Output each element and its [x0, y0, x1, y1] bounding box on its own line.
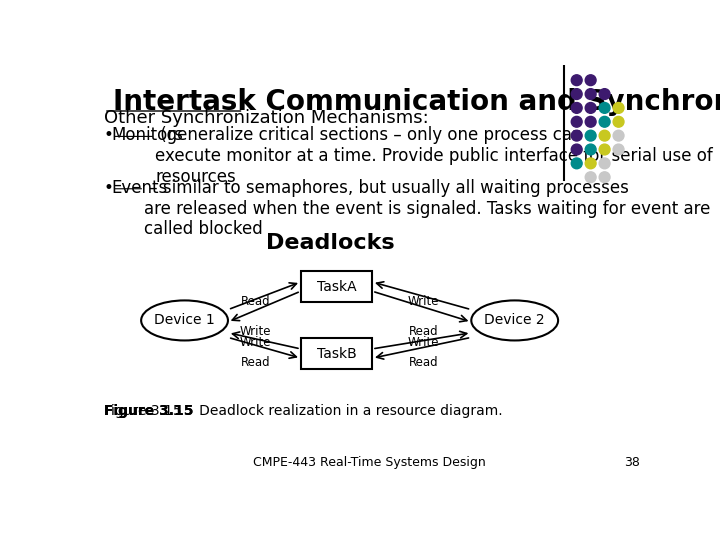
Text: Events: Events [112, 179, 168, 197]
Text: Monitors: Monitors [112, 126, 184, 144]
Text: Deadlocks: Deadlocks [266, 233, 395, 253]
Circle shape [585, 89, 596, 99]
Text: Write: Write [408, 295, 439, 308]
Circle shape [613, 144, 624, 155]
Circle shape [571, 144, 582, 155]
Text: Read: Read [408, 325, 438, 338]
Text: •: • [104, 179, 114, 197]
Circle shape [585, 144, 596, 155]
Circle shape [599, 130, 610, 141]
Text: (generalize critical sections – only one process can
execute monitor at a time. : (generalize critical sections – only one… [155, 126, 713, 186]
Circle shape [571, 158, 582, 168]
Text: – similar to semaphores, but usually all waiting processes
are released when the: – similar to semaphores, but usually all… [144, 179, 711, 238]
Text: CMPE-443 Real-Time Systems Design: CMPE-443 Real-Time Systems Design [253, 456, 485, 469]
Text: Figure 3.15: Figure 3.15 [104, 403, 194, 417]
Circle shape [585, 172, 596, 183]
Text: Read: Read [408, 356, 438, 369]
Circle shape [599, 117, 610, 127]
Text: Intertask Communication and Synchronization: Intertask Communication and Synchronizat… [113, 88, 720, 116]
Circle shape [599, 172, 610, 183]
Text: Figure 3.15: Figure 3.15 [104, 403, 194, 417]
Circle shape [571, 75, 582, 85]
Circle shape [613, 130, 624, 141]
Circle shape [585, 117, 596, 127]
Text: Other Synchronization Mechanisms:: Other Synchronization Mechanisms: [104, 109, 428, 127]
Circle shape [571, 103, 582, 113]
Circle shape [585, 130, 596, 141]
Text: Write: Write [408, 336, 439, 349]
Text: Device 2: Device 2 [485, 313, 545, 327]
Circle shape [585, 75, 596, 85]
Text: •: • [104, 126, 114, 144]
Text: Write: Write [240, 325, 271, 338]
Text: 38: 38 [624, 456, 640, 469]
Circle shape [571, 89, 582, 99]
Text: Read: Read [241, 295, 271, 308]
Text: Figure 3.15    Deadlock realization in a resource diagram.: Figure 3.15 Deadlock realization in a re… [104, 403, 503, 417]
Text: Device 1: Device 1 [154, 313, 215, 327]
Text: Write: Write [240, 336, 271, 349]
Circle shape [613, 103, 624, 113]
Circle shape [613, 117, 624, 127]
Circle shape [571, 117, 582, 127]
Circle shape [571, 130, 582, 141]
Circle shape [599, 89, 610, 99]
Circle shape [585, 103, 596, 113]
Text: TaskB: TaskB [317, 347, 356, 361]
Circle shape [599, 158, 610, 168]
Text: TaskA: TaskA [317, 280, 356, 294]
Text: Read: Read [241, 356, 271, 369]
Circle shape [585, 158, 596, 168]
Circle shape [599, 103, 610, 113]
Circle shape [599, 144, 610, 155]
